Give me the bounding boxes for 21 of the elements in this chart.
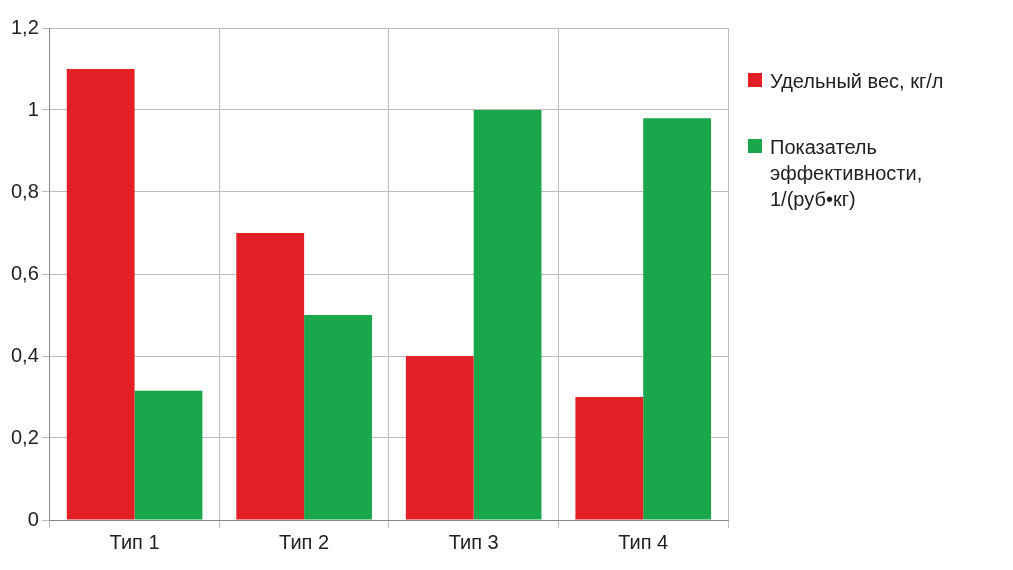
bar	[134, 390, 203, 520]
legend-label: Удельный вес, кг/л	[770, 69, 945, 94]
x-tick-label: Тип 4	[618, 530, 669, 553]
bar	[66, 69, 135, 520]
y-tick-label: 1	[27, 97, 39, 120]
y-tick-label: 0,2	[10, 425, 39, 448]
bar	[575, 397, 644, 520]
x-tick-label: Тип 1	[109, 530, 160, 553]
x-tick-label: Тип 3	[448, 530, 499, 553]
x-tick-label: Тип 2	[279, 530, 330, 553]
y-tick-label: 0,4	[10, 343, 39, 366]
y-tick-label: 0,8	[10, 179, 39, 202]
bar	[473, 110, 542, 520]
y-tick-label: 0	[27, 507, 39, 530]
bar	[236, 233, 305, 520]
bar	[643, 118, 712, 520]
y-tick-label: 0,6	[10, 261, 39, 284]
legend-label: Показатель эффективности, 1/(руб•кг)	[770, 135, 924, 212]
y-tick-label: 1,2	[10, 15, 39, 38]
bar	[405, 356, 474, 520]
bar	[304, 315, 372, 520]
